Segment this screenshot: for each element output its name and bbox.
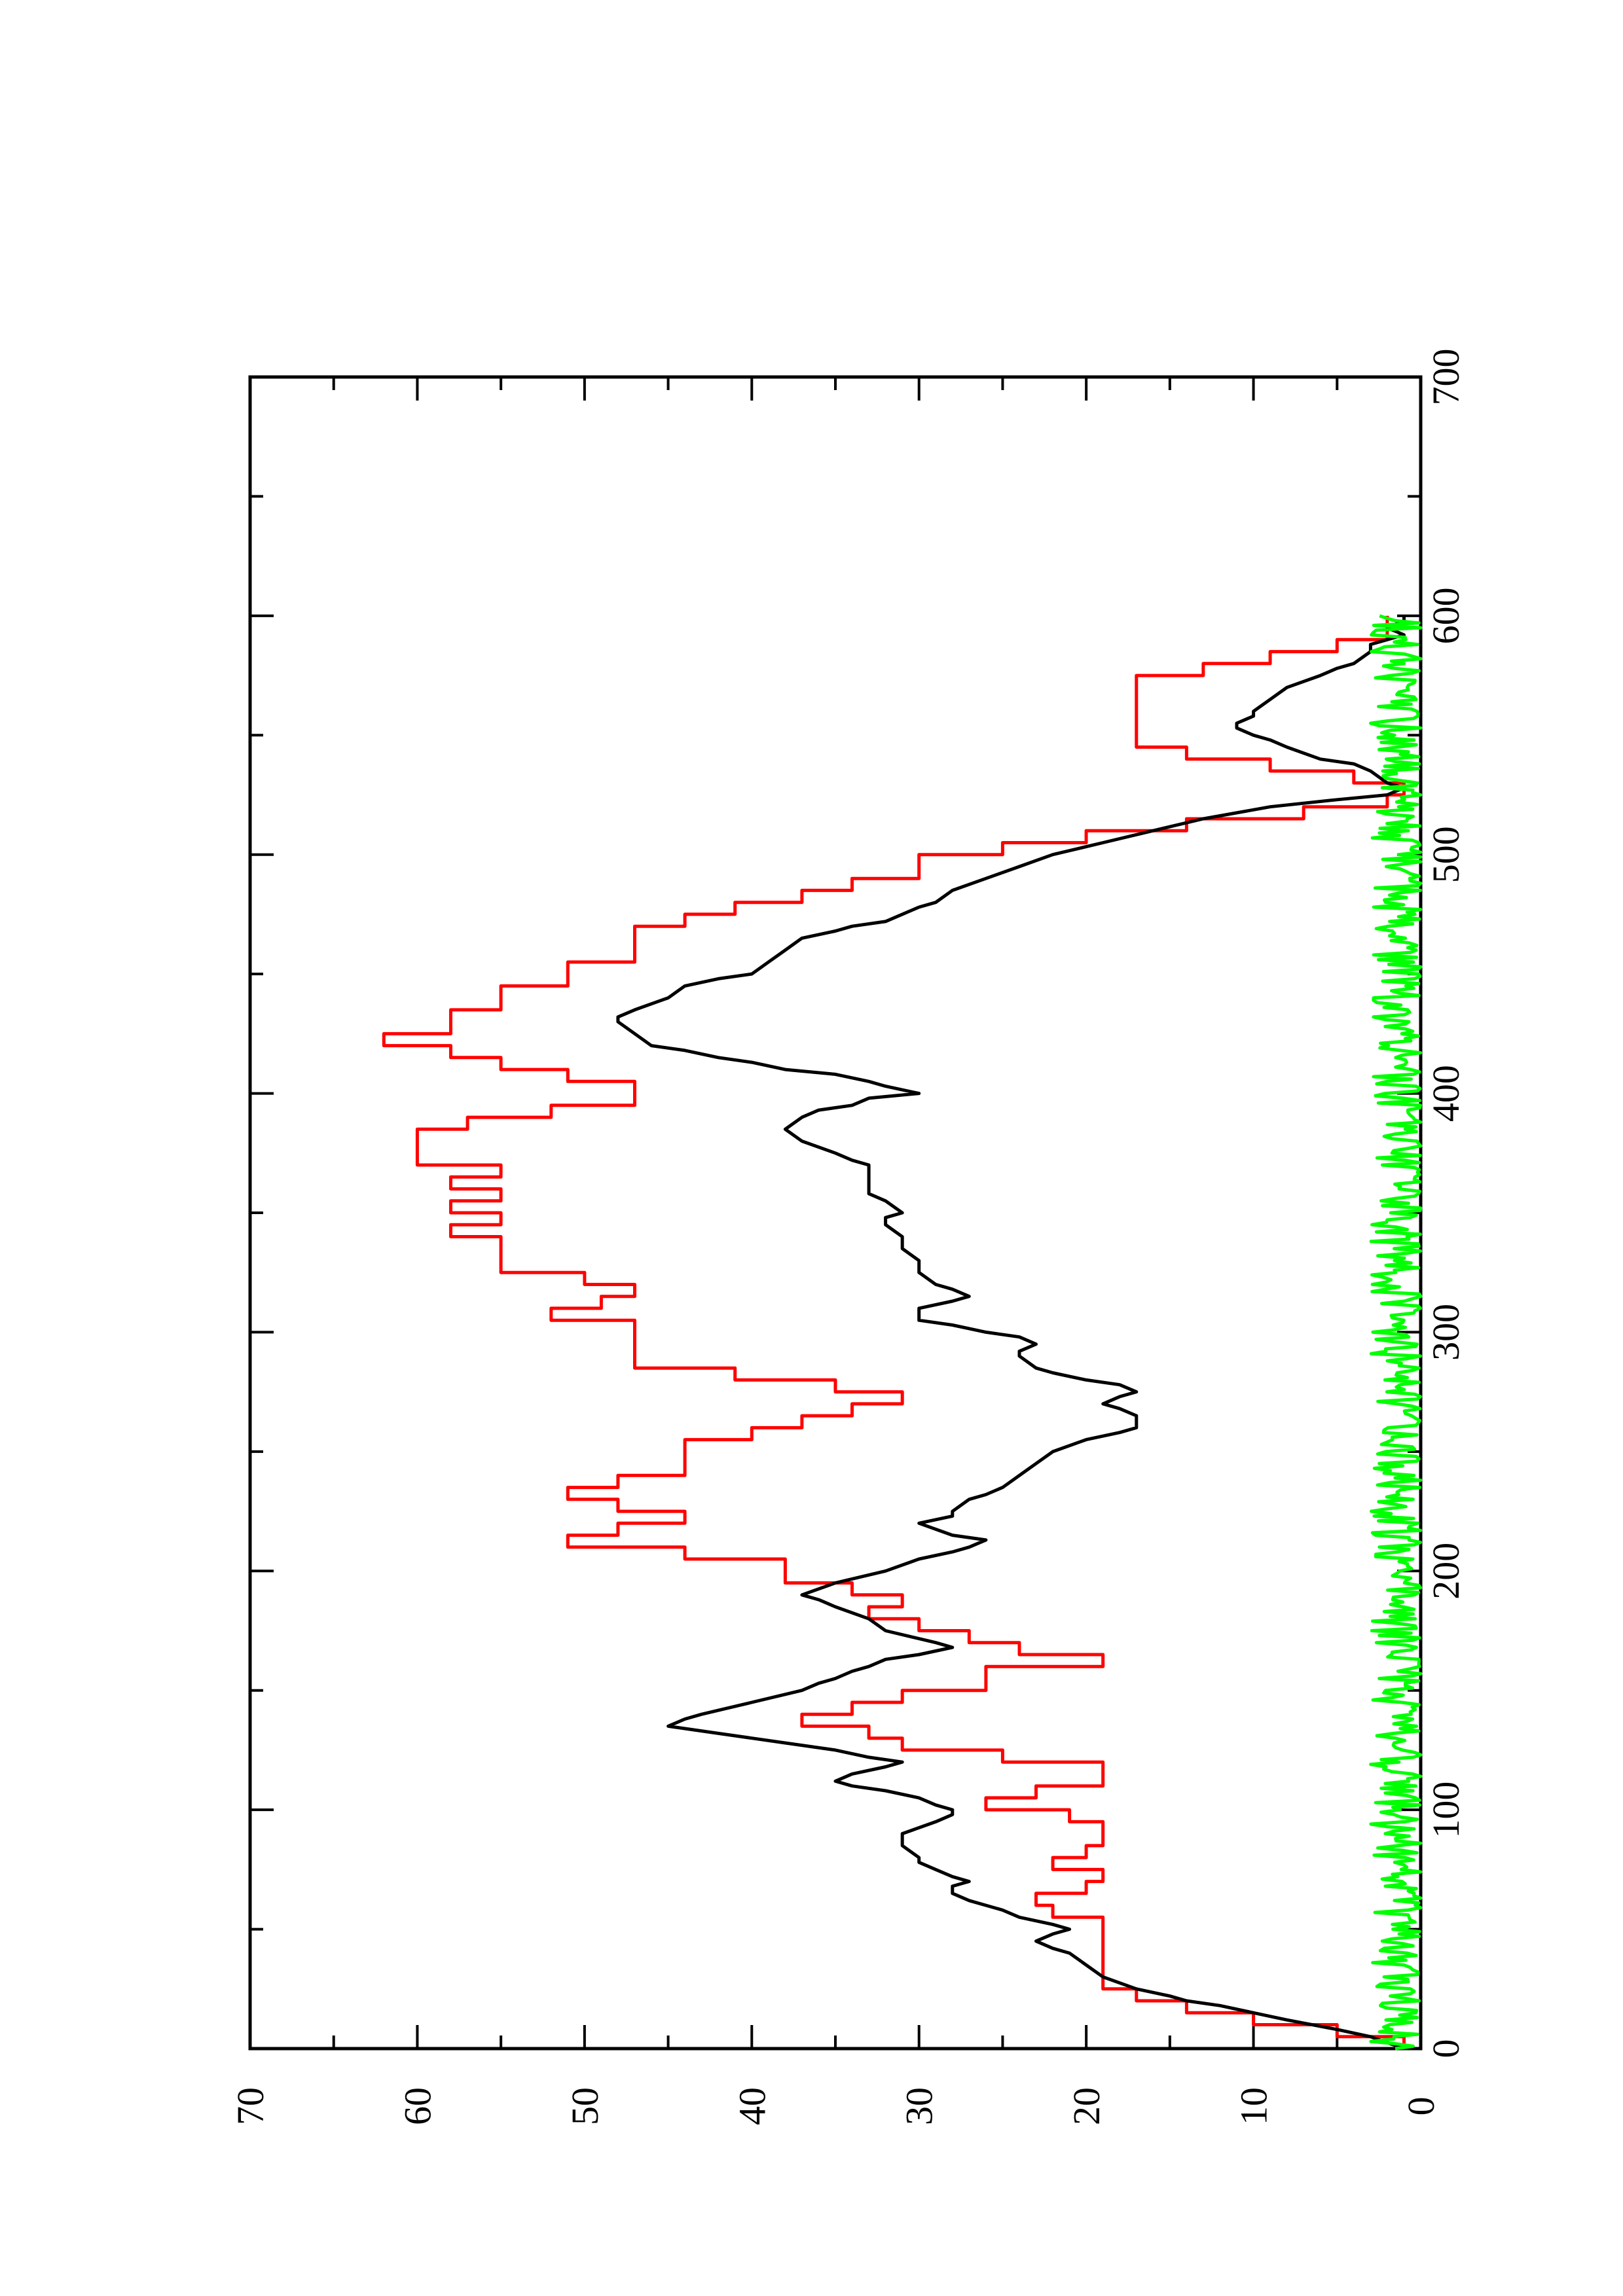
y-tick-label: 10 [1233,2087,1275,2125]
x-tick-label: 700 [1425,349,1467,406]
x-tick-label: 0 [1425,2039,1467,2058]
y-tick-label: 20 [1065,2087,1108,2125]
y-tick-label: 60 [396,2087,439,2125]
x-tick-label: 400 [1425,1065,1467,1122]
x-tick-label: 100 [1425,1782,1467,1839]
y-tick-label: 0 [1400,2097,1442,2116]
y-tick-label: 50 [564,2087,606,2125]
y-tick-label: 70 [229,2087,272,2125]
series-layer [382,614,1423,2051]
series-line-1 [382,615,1406,2049]
plot-frame [248,375,1423,2051]
axis-ticks [249,376,1422,2050]
x-tick-label: 600 [1425,587,1467,644]
x-tick-label: 200 [1425,1543,1467,1600]
tick-labels: 0 100 200 300 400 500 600 700 0 10 20 30 40 50 60 70 [229,349,1467,2126]
y-tick-label: 30 [898,2087,941,2125]
x-tick-label: 500 [1425,826,1467,883]
y-tick-label: 40 [731,2087,773,2125]
x-tick-label: 300 [1425,1304,1467,1361]
series-line-2 [616,615,1406,2051]
series-line-3 [1369,614,1423,2051]
